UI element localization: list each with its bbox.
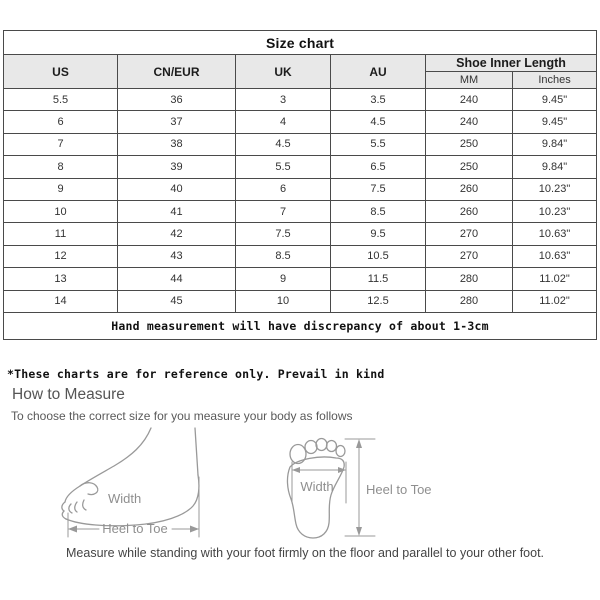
size-cell: 7 — [3, 132, 118, 157]
size-cell: 13 — [3, 267, 118, 291]
size-cell: 9 — [3, 177, 118, 201]
size-cell: 44 — [117, 267, 236, 291]
size-cell: 7.5 — [330, 177, 426, 201]
size-cell: 43 — [117, 244, 236, 269]
title-row: Size chart — [2, 30, 598, 55]
size-cell: 11.02" — [511, 267, 598, 291]
top-foot-width-label: Width — [300, 479, 333, 494]
measure-caption: Measure while standing with your foot fi… — [66, 546, 545, 560]
col-header-mm: MM — [425, 71, 513, 89]
size-cell: 5.5 — [3, 87, 118, 112]
table-row: 6 37 4 4.5 240 9.45" — [3, 110, 598, 134]
col-header-cneur: CN/EUR — [117, 54, 236, 89]
size-cell: 9 — [235, 267, 331, 291]
size-chart-table: Size chart US CN/EUR UK AU Shoe Inner Le… — [2, 30, 598, 340]
size-cell: 11.02" — [511, 289, 598, 313]
size-cell: 5.5 — [330, 132, 426, 157]
size-cell: 8.5 — [330, 199, 426, 224]
size-cell: 3 — [235, 87, 331, 112]
size-cell: 12 — [3, 244, 118, 269]
table-row: 9 40 6 7.5 260 10.23" — [3, 177, 598, 201]
size-cell: 10.63" — [511, 244, 598, 269]
size-cell: 10.23" — [511, 199, 598, 224]
subheader-row: MM Inches — [4, 71, 598, 89]
col-header-inches: Inches — [511, 71, 598, 89]
col-header-us: US — [3, 54, 118, 89]
size-cell: 6 — [235, 177, 331, 201]
table-row: 12 43 8.5 10.5 270 10.63" — [3, 244, 598, 269]
top-foot-heel-to-toe-label: Heel to Toe — [366, 482, 432, 497]
size-cell: 11 — [3, 222, 118, 246]
measurement-diagrams: Width Heel to Toe Width Heel to Toe — [61, 427, 432, 539]
size-cell: 10 — [235, 289, 331, 313]
size-cell: 41 — [117, 199, 236, 224]
size-cell: 10.63" — [511, 222, 598, 246]
size-cell: 14 — [3, 289, 118, 313]
side-foot-diagram — [61, 427, 200, 538]
size-table-body: 5.5 36 3 3.5 240 9.45" 6 37 4 4.5 240 9.45" 7 38 4.5 5.… — [3, 87, 598, 313]
size-cell: 4 — [235, 110, 331, 134]
size-cell: 3.5 — [330, 87, 426, 112]
size-cell: 37 — [117, 110, 236, 134]
size-cell: 7 — [235, 199, 331, 224]
size-cell: 10 — [3, 199, 118, 224]
size-cell: 36 — [117, 87, 236, 112]
size-cell: 9.84" — [511, 132, 598, 157]
size-cell: 11.5 — [330, 267, 426, 291]
size-cell: 42 — [117, 222, 236, 246]
size-cell: 9.45" — [511, 87, 598, 112]
how-to-measure-heading: How to Measure — [12, 386, 125, 403]
top-foot-diagram — [286, 437, 376, 539]
size-cell: 40 — [117, 177, 236, 201]
size-cell: 260 — [425, 177, 513, 201]
size-cell: 260 — [425, 199, 513, 224]
size-cell: 4.5 — [330, 110, 426, 134]
footnote-row: Hand measurement will have discrepancy o… — [2, 311, 598, 340]
size-cell: 39 — [117, 155, 236, 179]
side-foot-width-label: Width — [108, 491, 141, 506]
table-row: 11 42 7.5 9.5 270 10.63" — [3, 222, 598, 246]
table-row: 5.5 36 3 3.5 240 9.45" — [3, 87, 598, 112]
measurement-discrepancy-note: Hand measurement will have discrepancy o… — [2, 311, 598, 340]
size-cell: 270 — [425, 244, 513, 269]
header-row: US CN/EUR UK AU Shoe Inner Length — [3, 54, 598, 89]
col-header-uk: UK — [235, 54, 331, 89]
side-foot-heel-to-toe-label: Heel to Toe — [102, 521, 168, 536]
table-row: 8 39 5.5 6.5 250 9.84" — [3, 155, 598, 179]
size-cell: 5.5 — [235, 155, 331, 179]
size-cell: 280 — [425, 267, 513, 291]
size-cell: 10.5 — [330, 244, 426, 269]
size-cell: 10.23" — [511, 177, 598, 201]
col-header-shoe-inner-length: Shoe Inner Length — [424, 54, 598, 72]
table-row: 13 44 9 11.5 280 11.02" — [3, 267, 598, 291]
size-cell: 9.5 — [330, 222, 426, 246]
size-cell: 38 — [117, 132, 236, 157]
size-cell: 6.5 — [330, 155, 426, 179]
table-row: 10 41 7 8.5 260 10.23" — [3, 199, 598, 224]
reference-note: *These charts are for reference only. Pr… — [7, 367, 385, 381]
size-cell: 8.5 — [235, 244, 331, 269]
size-cell: 280 — [425, 289, 513, 313]
size-cell: 8 — [3, 155, 118, 179]
size-cell: 240 — [425, 87, 513, 112]
size-cell: 7.5 — [235, 222, 331, 246]
size-cell: 250 — [425, 132, 513, 157]
size-cell: 45 — [117, 289, 236, 313]
size-cell: 9.45" — [511, 110, 598, 134]
size-cell: 270 — [425, 222, 513, 246]
size-chart-title: Size chart — [2, 30, 598, 55]
size-cell: 240 — [425, 110, 513, 134]
col-header-au: AU — [330, 54, 426, 89]
how-to-measure-subheading: To choose the correct size for you measu… — [11, 409, 353, 423]
size-cell: 9.84" — [511, 155, 598, 179]
table-row: 7 38 4.5 5.5 250 9.84" — [3, 132, 598, 157]
size-cell: 12.5 — [330, 289, 426, 313]
size-cell: 250 — [425, 155, 513, 179]
size-cell: 6 — [3, 110, 118, 134]
table-row: 14 45 10 12.5 280 11.02" — [3, 289, 598, 313]
size-cell: 4.5 — [235, 132, 331, 157]
